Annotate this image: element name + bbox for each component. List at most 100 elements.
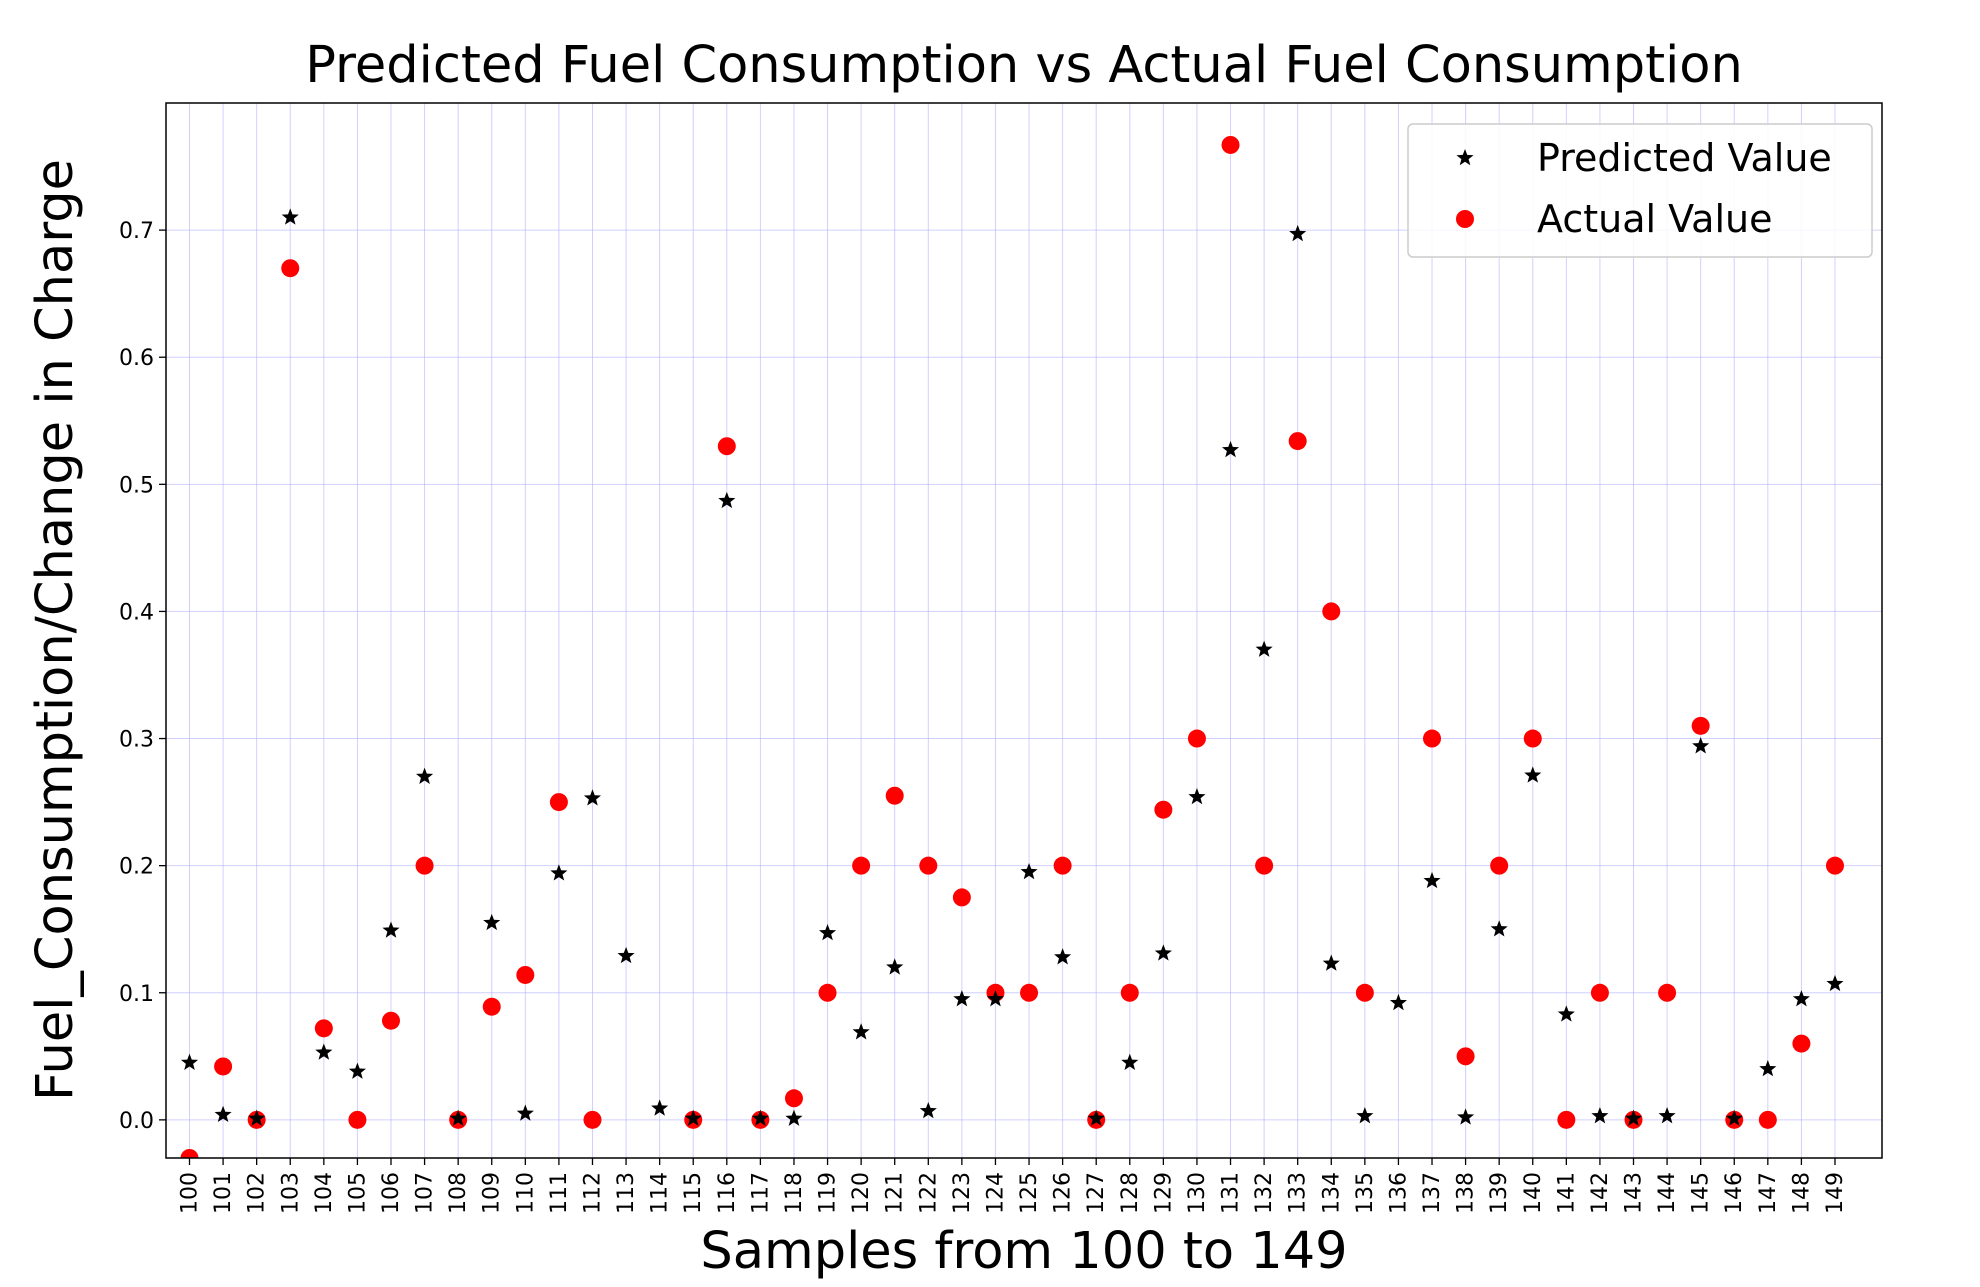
predicted-value-point — [986, 990, 1005, 1007]
x-tick-label: 143 — [1621, 1172, 1646, 1214]
x-tick-label: 118 — [782, 1172, 807, 1214]
predicted-value-point — [1020, 863, 1038, 880]
x-axis-ticks: 100 101 102 103 104 105 106 107 108 109 110 111 112 1… — [178, 1158, 1848, 1214]
predicted-value-point — [348, 1062, 366, 1079]
actual-value-point — [1120, 983, 1139, 1002]
plot-frame — [165, 102, 1883, 1159]
predicted-value-point — [1792, 990, 1810, 1007]
predicted-value-point — [1725, 1109, 1743, 1126]
actual-value-point — [482, 997, 501, 1016]
x-tick-label: 122 — [916, 1172, 941, 1214]
predicted-value-point — [248, 1109, 266, 1126]
x-tick-label: 112 — [580, 1172, 605, 1214]
actual-value-point — [1758, 1110, 1777, 1129]
y-tick-label: 0.6 — [119, 346, 154, 371]
predicted-value-point — [1221, 441, 1240, 458]
predicted-value-point — [382, 921, 400, 938]
actual-value-point — [348, 1110, 367, 1129]
predicted-value-point — [919, 1101, 937, 1119]
actual-value-point — [885, 786, 904, 805]
actual-value-point — [1825, 856, 1844, 875]
x-tick-label: 124 — [983, 1172, 1008, 1214]
actual-value-point — [516, 965, 535, 984]
actual-value-point — [1322, 602, 1341, 621]
actual-value-point — [952, 888, 971, 907]
x-tick-label: 139 — [1487, 1172, 1512, 1214]
x-tick-label: 114 — [648, 1172, 673, 1214]
actual-value-point — [1590, 983, 1609, 1002]
legend-predicted-label: Predicted Value — [1537, 136, 1832, 180]
predicted-value-point — [1692, 737, 1710, 754]
x-tick-label: 135 — [1353, 1172, 1378, 1214]
actual-value-point — [1288, 432, 1307, 451]
chart-title: Predicted Fuel Consumption vs Actual Fue… — [305, 36, 1743, 95]
x-tick-label: 111 — [547, 1172, 572, 1214]
actual-value-point — [583, 1110, 602, 1129]
predicted-value-point — [785, 1109, 803, 1126]
x-tick-label: 110 — [513, 1172, 538, 1214]
predicted-value-point — [1255, 640, 1273, 657]
x-tick-label: 136 — [1386, 1172, 1411, 1214]
actual-value-point — [852, 856, 871, 875]
x-tick-label: 107 — [413, 1172, 438, 1214]
y-tick-label: 0.2 — [119, 855, 154, 880]
predicted-value-point — [1121, 1053, 1139, 1070]
actual-value-point — [1658, 983, 1677, 1002]
predicted-value-point — [953, 990, 971, 1007]
predicted-value-point — [617, 946, 635, 964]
actual-value-point — [281, 259, 300, 278]
actual-value-point — [1053, 856, 1072, 875]
legend: Predicted Value Actual Value — [1407, 123, 1873, 258]
legend-actual-marker — [1456, 210, 1474, 228]
x-axis-label: Samples from 100 to 149 — [700, 1222, 1347, 1281]
actual-value-point — [214, 1057, 233, 1076]
predicted-value-point — [1154, 944, 1172, 961]
x-tick-label: 102 — [245, 1172, 270, 1214]
predicted-value-point — [550, 864, 568, 881]
actual-value-point — [1557, 1110, 1576, 1129]
x-tick-label: 119 — [816, 1172, 841, 1214]
legend-box — [1407, 123, 1873, 258]
y-tick-label: 0.1 — [119, 982, 154, 1007]
x-tick-label: 101 — [211, 1172, 236, 1214]
x-tick-label: 117 — [748, 1172, 773, 1214]
predicted-value-point — [684, 1109, 702, 1126]
actual-value-point — [381, 1011, 400, 1030]
predicted-value-point — [1423, 871, 1441, 889]
y-tick-label: 0.3 — [119, 728, 154, 753]
actual-value-point — [1154, 800, 1173, 819]
x-tick-label: 104 — [312, 1172, 337, 1214]
predicted-value-point — [583, 789, 602, 806]
x-tick-label: 123 — [950, 1172, 975, 1214]
actual-value-point — [1490, 856, 1509, 875]
x-tick-label: 142 — [1588, 1172, 1613, 1214]
x-tick-label: 103 — [278, 1172, 303, 1214]
predicted-value-point — [818, 924, 837, 941]
predicted-value-point — [651, 1099, 669, 1116]
predicted-value-point — [1289, 224, 1307, 242]
x-tick-label: 105 — [345, 1172, 370, 1214]
actual-value-point — [818, 983, 837, 1002]
predicted-value-point — [281, 208, 299, 225]
x-tick-label: 108 — [446, 1172, 471, 1214]
predicted-value-point — [852, 1023, 870, 1040]
x-tick-label: 115 — [681, 1172, 706, 1214]
actual-value-point — [549, 793, 568, 812]
predicted-value-point — [315, 1043, 333, 1060]
actual-value-point — [919, 856, 938, 875]
x-tick-label: 126 — [1051, 1172, 1076, 1214]
predicted-value-point — [214, 1105, 232, 1123]
predicted-value-point — [886, 958, 904, 975]
actual-value-point — [415, 856, 434, 875]
actual-value-point — [1355, 983, 1374, 1002]
predicted-value-point — [1826, 974, 1844, 992]
actual-value-point — [1423, 729, 1442, 748]
x-tick-label: 116 — [715, 1172, 740, 1214]
actual-value-point — [717, 437, 736, 456]
predicted-value-point — [180, 1053, 199, 1070]
predicted-value-point — [1524, 766, 1542, 783]
y-tick-label: 0.0 — [119, 1109, 154, 1134]
grid — [166, 103, 1882, 1158]
x-tick-label: 130 — [1185, 1172, 1210, 1214]
